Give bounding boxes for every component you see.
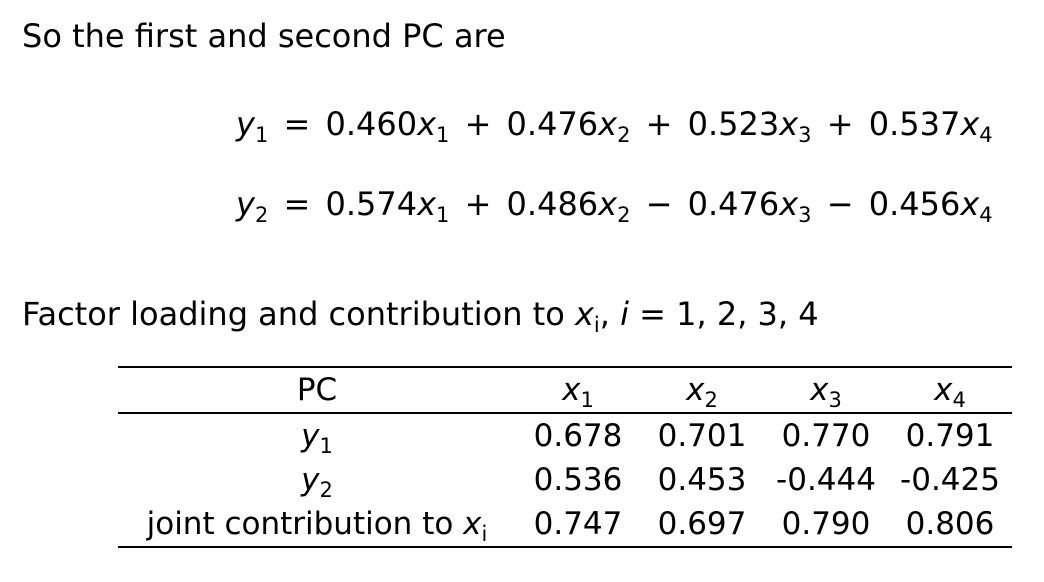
- table-cell: 0.747: [516, 502, 640, 548]
- header-var: x: [686, 372, 705, 408]
- eq-var: x: [598, 105, 618, 143]
- factor-text: Factor loading and contribution to: [22, 295, 565, 333]
- factor-values: 1, 2, 3, 4: [676, 295, 819, 333]
- table-cell: 0.790: [764, 502, 888, 548]
- row-label-var: x: [463, 506, 482, 542]
- eq-equals: =: [283, 105, 311, 143]
- loading-table-container: PC x1 x2 x3 x4 y1 0.678 0.701 0.770 0.79…: [118, 366, 1012, 548]
- table-cell: 0.453: [657, 462, 747, 498]
- header-x1: x1: [516, 366, 640, 414]
- eq-var: x: [417, 185, 437, 223]
- row-label-var: y: [301, 418, 320, 454]
- eq-sign: −: [826, 185, 854, 223]
- eq-sign: +: [464, 105, 492, 143]
- factor-loading-heading: Factor loading and contribution to xi, i…: [22, 292, 819, 336]
- table-row: joint contribution to xi 0.747 0.697 0.7…: [118, 502, 1012, 548]
- eq-sign: +: [826, 105, 854, 143]
- eq-var: x: [598, 185, 618, 223]
- header-sub: 1: [580, 388, 594, 412]
- table-cell: 0.806: [888, 502, 1012, 548]
- factor-var: x: [574, 295, 594, 333]
- intro-text: So the first and second PC are: [22, 17, 506, 55]
- header-x3: x3: [764, 366, 888, 414]
- eq-sub: 1: [436, 123, 450, 147]
- eq-lhs-var: y: [236, 185, 255, 223]
- table-cell: 0.536: [533, 462, 623, 498]
- table-cell: 0.678: [533, 418, 623, 454]
- eq-sub: 4: [979, 203, 993, 227]
- row-label: y2: [118, 458, 516, 502]
- eq-sub: 3: [798, 203, 812, 227]
- eq-lhs-var: y: [236, 105, 255, 143]
- factor-index-var: i: [620, 295, 629, 333]
- row-label: y1: [118, 413, 516, 458]
- header-sub: 2: [704, 388, 718, 412]
- table-header-row: PC x1 x2 x3 x4: [118, 366, 1012, 414]
- row-label-sub: 1: [319, 434, 333, 458]
- factor-equals: =: [639, 295, 666, 333]
- table-cell: -0.444: [776, 462, 876, 498]
- row-label-sub: 2: [319, 478, 333, 502]
- table-cell: 0.791: [905, 418, 995, 454]
- eq-coef: 0.456: [868, 185, 961, 223]
- header-sub: 4: [952, 388, 966, 412]
- eq-var: x: [779, 185, 799, 223]
- eq-sign: −: [645, 185, 673, 223]
- eq-lhs-sub: 1: [254, 123, 269, 147]
- eq-sign: +: [464, 185, 492, 223]
- table-row: y1 0.678 0.701 0.770 0.791: [118, 413, 1012, 458]
- eq-coef: 0.476: [506, 105, 599, 143]
- eq-equals: =: [283, 185, 311, 223]
- row-label-sub: i: [481, 522, 488, 546]
- header-pc: PC: [118, 366, 516, 414]
- eq-var: x: [960, 105, 980, 143]
- header-x4: x4: [888, 366, 1012, 414]
- eq-coef: 0.460: [325, 105, 418, 143]
- equation-y1: y1 = 0.460x1 + 0.476x2 + 0.523x3 + 0.537…: [236, 102, 993, 146]
- table-cell: -0.425: [900, 462, 1000, 498]
- eq-coef: 0.537: [868, 105, 961, 143]
- eq-coef: 0.574: [325, 185, 418, 223]
- eq-coef: 0.523: [687, 105, 780, 143]
- table-cell: 0.770: [781, 418, 871, 454]
- equation-y2: y2 = 0.574x1 + 0.486x2 − 0.476x3 − 0.456…: [236, 182, 993, 226]
- row-label-text: joint contribution to: [146, 506, 454, 542]
- eq-coef: 0.476: [687, 185, 780, 223]
- factor-comma: ,: [599, 295, 610, 333]
- table-cell: 0.701: [657, 418, 747, 454]
- eq-sign: +: [645, 105, 673, 143]
- header-sub: 3: [828, 388, 842, 412]
- header-var: x: [810, 372, 829, 408]
- eq-var: x: [779, 105, 799, 143]
- table-cell: 0.697: [640, 502, 764, 548]
- row-label: joint contribution to xi: [118, 502, 516, 548]
- row-label-var: y: [301, 462, 320, 498]
- table-row: y2 0.536 0.453 -0.444 -0.425: [118, 458, 1012, 502]
- eq-sub: 2: [617, 123, 631, 147]
- header-var: x: [562, 372, 581, 408]
- eq-sub: 3: [798, 123, 812, 147]
- loading-table: PC x1 x2 x3 x4 y1 0.678 0.701 0.770 0.79…: [118, 366, 1012, 548]
- eq-var: x: [417, 105, 437, 143]
- eq-var: x: [960, 185, 980, 223]
- header-var: x: [934, 372, 953, 408]
- eq-lhs-sub: 2: [254, 203, 269, 227]
- eq-coef: 0.486: [506, 185, 599, 223]
- header-x2: x2: [640, 366, 764, 414]
- eq-sub: 4: [979, 123, 993, 147]
- eq-sub: 2: [617, 203, 631, 227]
- factor-sub: i: [593, 313, 600, 337]
- eq-sub: 1: [436, 203, 450, 227]
